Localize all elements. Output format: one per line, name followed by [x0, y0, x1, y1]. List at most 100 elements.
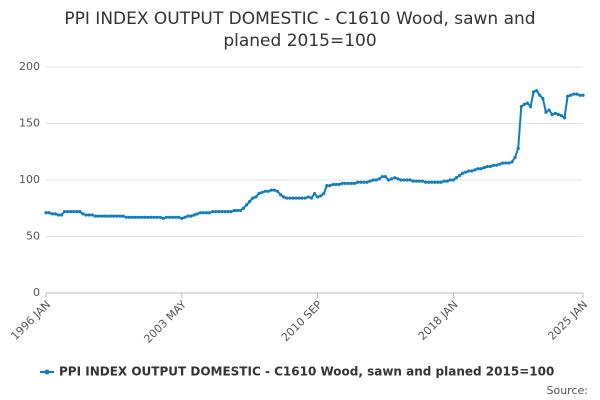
point — [260, 190, 264, 195]
point — [241, 206, 246, 210]
point — [525, 101, 530, 105]
point — [192, 213, 196, 217]
point — [377, 177, 381, 181]
point — [396, 177, 400, 181]
point — [59, 213, 64, 217]
point — [494, 163, 499, 167]
point — [248, 199, 252, 204]
point — [461, 171, 465, 175]
point — [115, 214, 119, 218]
point — [127, 215, 131, 219]
point — [513, 155, 517, 159]
point — [207, 211, 212, 215]
point — [408, 178, 412, 182]
point — [346, 181, 351, 185]
point — [436, 180, 440, 184]
point — [528, 104, 533, 109]
point — [454, 176, 459, 180]
point — [353, 181, 357, 185]
point — [424, 180, 428, 184]
point — [285, 196, 289, 200]
point — [390, 177, 394, 181]
point — [414, 179, 418, 183]
point — [328, 184, 332, 188]
point — [451, 178, 455, 182]
source: Source: — [547, 384, 589, 397]
point — [312, 191, 317, 196]
point — [510, 160, 514, 164]
point — [565, 94, 570, 98]
point — [439, 180, 443, 184]
point — [118, 214, 122, 218]
x-tick-label: 2010 SEP — [279, 298, 325, 344]
point — [50, 212, 54, 216]
point — [433, 180, 437, 184]
point — [575, 92, 579, 96]
point — [278, 193, 283, 197]
point — [174, 215, 178, 219]
point — [325, 184, 329, 188]
point — [556, 112, 560, 117]
point — [300, 196, 304, 200]
point — [365, 180, 369, 184]
point — [254, 195, 258, 199]
point — [501, 161, 505, 165]
point — [66, 210, 70, 214]
point — [340, 181, 344, 185]
point — [303, 196, 307, 200]
point — [106, 214, 110, 218]
legend-swatch-dot — [44, 369, 50, 375]
point — [99, 214, 104, 218]
point — [183, 215, 187, 219]
point — [167, 215, 172, 219]
point — [569, 93, 573, 97]
point — [152, 215, 156, 219]
point — [211, 210, 215, 214]
point — [186, 214, 190, 218]
point — [538, 93, 542, 97]
point — [109, 214, 113, 218]
point — [81, 212, 85, 216]
point — [257, 191, 261, 196]
point — [93, 214, 97, 218]
point — [297, 196, 301, 200]
point — [553, 111, 557, 115]
series-line — [46, 89, 583, 220]
point — [232, 208, 236, 213]
x-tick-label: 2003 MAY — [141, 298, 189, 346]
point — [306, 195, 310, 199]
y-tick-label: 50 — [26, 230, 40, 243]
point — [251, 196, 255, 200]
point — [572, 92, 576, 96]
point — [112, 214, 116, 218]
point — [488, 164, 493, 169]
point — [149, 215, 153, 219]
chart-title: PPI INDEX OUTPUT DOMESTIC - C1610 Wood, … — [64, 9, 536, 51]
point — [198, 211, 202, 215]
point — [498, 162, 502, 166]
point — [69, 210, 73, 214]
point — [140, 215, 144, 219]
point — [309, 196, 314, 200]
point — [226, 210, 230, 214]
point — [417, 179, 422, 183]
point — [272, 188, 276, 192]
point — [130, 215, 135, 219]
point — [371, 178, 375, 182]
point — [195, 212, 199, 216]
point — [282, 195, 286, 199]
point — [368, 179, 372, 183]
point — [269, 188, 273, 192]
point — [217, 210, 221, 214]
point — [164, 215, 168, 219]
point — [383, 175, 388, 179]
point — [170, 215, 175, 219]
legend-label: PPI INDEX OUTPUT DOMESTIC - C1610 Wood, … — [59, 365, 554, 379]
point — [507, 161, 511, 165]
point — [349, 181, 354, 185]
point — [319, 194, 323, 198]
point — [562, 116, 567, 120]
point — [158, 215, 162, 219]
